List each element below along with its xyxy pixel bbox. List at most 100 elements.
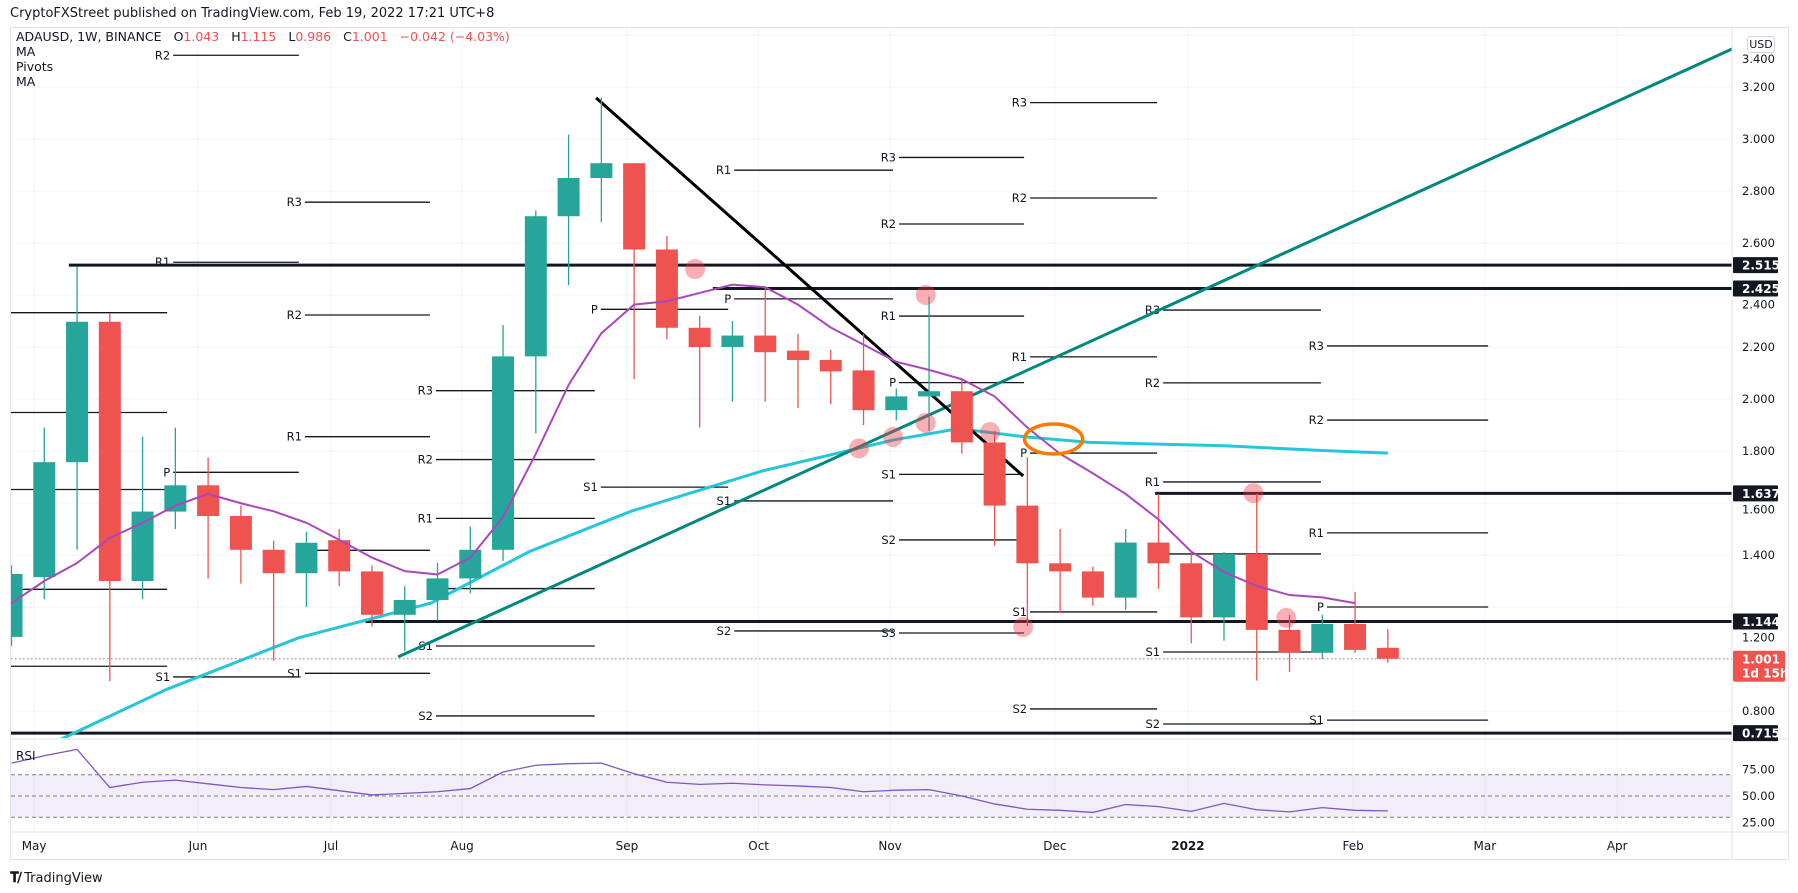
countdown-label: 1d 15h <box>1742 667 1788 681</box>
candle-bullish[interactable] <box>33 427 56 600</box>
candle-body <box>819 360 842 372</box>
indicator-ma-fast[interactable]: MA <box>16 44 36 59</box>
candle-bullish[interactable] <box>393 586 416 652</box>
rsi-line[interactable] <box>11 748 1388 814</box>
candle-bullish[interactable] <box>885 388 908 421</box>
candle-body <box>655 249 678 328</box>
candle-bearish[interactable] <box>360 565 383 627</box>
candle-bearish[interactable] <box>819 349 842 405</box>
candle-bearish[interactable] <box>98 313 121 682</box>
pivot-label: R2 <box>418 453 433 467</box>
candle-body <box>1081 571 1104 598</box>
rsi-band <box>11 774 1732 818</box>
price-tick-label: 1.800 <box>1742 444 1775 458</box>
candle-bearish[interactable] <box>197 457 220 579</box>
pivot-label: R1 <box>1309 526 1324 540</box>
candle-body <box>950 391 973 443</box>
highlight-marker[interactable] <box>1243 483 1264 504</box>
low-value: 0.986 <box>295 29 332 44</box>
candle-bearish[interactable] <box>1245 493 1268 681</box>
candle-bearish[interactable] <box>623 163 646 380</box>
candle-bullish[interactable] <box>459 526 482 594</box>
candle-bullish[interactable] <box>295 531 318 607</box>
low-label: L <box>288 29 296 44</box>
pivot-label: S1 <box>881 467 896 481</box>
currency-button[interactable]: USD <box>1747 36 1775 53</box>
pivot-label: R2 <box>1145 376 1160 390</box>
symbol-label[interactable]: ADAUSD, 1W, BINANCE <box>16 29 162 44</box>
highlight-marker[interactable] <box>685 259 706 279</box>
candle-bullish[interactable] <box>164 427 187 529</box>
candle-bullish[interactable] <box>1311 614 1334 659</box>
highlight-marker[interactable] <box>915 412 936 433</box>
indicator-pivots[interactable]: Pivots <box>16 59 54 74</box>
pivot-label: R1 <box>716 163 731 177</box>
candle-bearish[interactable] <box>754 287 777 402</box>
candle-bullish[interactable] <box>492 325 515 561</box>
ascending-trendline[interactable] <box>397 47 1732 659</box>
highlight-marker[interactable] <box>848 438 869 459</box>
candle-bullish[interactable] <box>721 321 744 402</box>
rsi-tick-label: 75.00 <box>1742 763 1775 777</box>
pivot-label: R2 <box>287 308 302 322</box>
candle-bullish[interactable] <box>590 97 613 223</box>
candle-body <box>1049 563 1072 572</box>
candle-bearish[interactable] <box>1344 591 1367 653</box>
circle-annotation[interactable] <box>1022 422 1085 456</box>
candle-bearish[interactable] <box>1376 629 1399 663</box>
highlight-marker[interactable] <box>1013 617 1034 638</box>
candle-body <box>918 391 941 397</box>
candle-bearish[interactable] <box>328 529 351 587</box>
candle-bearish[interactable] <box>983 430 1006 546</box>
candle-bullish[interactable] <box>1212 552 1235 641</box>
candle-bearish[interactable] <box>950 379 973 454</box>
candle-bearish[interactable] <box>1180 552 1203 644</box>
ma-fast-line[interactable] <box>11 283 1356 605</box>
price-axis[interactable]: 3.400 3.200 3.000 2.800 2.600 2.400 2.200 2.000… <box>1733 52 1788 830</box>
high-value: 1.115 <box>240 29 277 44</box>
candle-bearish[interactable] <box>852 334 875 425</box>
plot-area[interactable]: R2 R1 P S1 R3 R2 R1 P S1 R3 R2 R1 P S1 S2 P S1 R1 P S1 S2 R3 R… <box>0 47 1732 741</box>
candle-bearish[interactable] <box>262 540 285 661</box>
price-tick-label: 2.400 <box>1742 298 1775 312</box>
price-tick-label: 3.400 <box>1742 52 1775 66</box>
candle-bullish[interactable] <box>131 436 154 600</box>
candle-bearish[interactable] <box>1081 566 1104 606</box>
candle-bullish[interactable] <box>918 296 941 431</box>
candle-bullish[interactable] <box>426 562 449 621</box>
rsi-pane <box>11 748 1732 818</box>
candle-bearish[interactable] <box>655 235 678 340</box>
candle-bearish[interactable] <box>1049 529 1072 613</box>
price-tick-label: 2.200 <box>1742 340 1775 354</box>
candle-bearish[interactable] <box>1147 493 1170 589</box>
candle-bullish[interactable] <box>1 565 23 646</box>
highlight-marker[interactable] <box>980 422 1001 443</box>
price-tick-label: 3.000 <box>1742 132 1775 146</box>
candle-bullish[interactable] <box>66 266 89 550</box>
candle-bearish[interactable] <box>1278 614 1301 672</box>
highlight-marker[interactable] <box>915 285 936 305</box>
ma-slow-line[interactable] <box>57 427 1388 741</box>
candle-bullish[interactable] <box>1114 529 1137 610</box>
pivot-label: S2 <box>1012 702 1027 716</box>
candle-body <box>885 396 908 411</box>
candle-bullish[interactable] <box>524 210 547 434</box>
time-axis[interactable]: May Jun Jul Aug Sep Oct Nov Dec 2022 Feb Mar Apr <box>22 839 1628 853</box>
candle-bullish[interactable] <box>557 134 580 286</box>
candle-bearish[interactable] <box>229 505 252 584</box>
candle-bearish[interactable] <box>786 334 809 409</box>
highlight-marker[interactable] <box>1276 607 1297 628</box>
candle-body <box>492 356 515 550</box>
current-price-label: 1.001 <box>1742 653 1780 667</box>
tradingview-logo[interactable]: 𝐓∕ TradingView <box>10 870 103 886</box>
indicator-ma-slow[interactable]: MA <box>16 74 36 89</box>
pivot-label: R3 <box>1309 339 1324 353</box>
pivot-label: P <box>1317 600 1324 614</box>
highlight-marker[interactable] <box>883 426 904 447</box>
candle-body <box>852 370 875 411</box>
candle-bearish[interactable] <box>688 315 711 428</box>
candle-body <box>1245 553 1268 630</box>
candle-bearish[interactable] <box>1016 457 1039 626</box>
pivot-label: P <box>591 302 598 316</box>
